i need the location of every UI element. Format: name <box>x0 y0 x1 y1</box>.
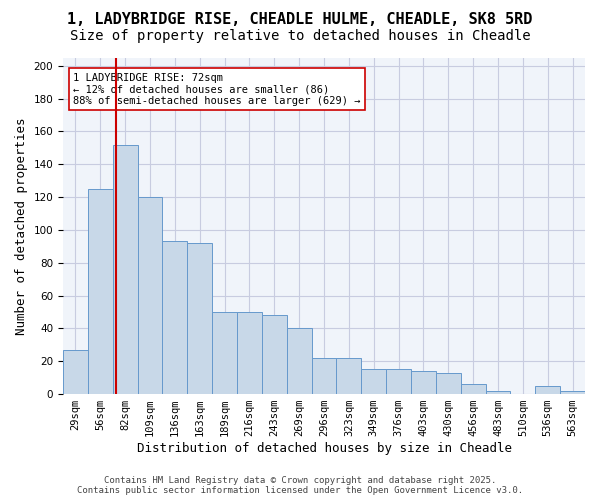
Bar <box>88 189 113 394</box>
Bar <box>436 372 461 394</box>
Bar <box>287 328 311 394</box>
Bar <box>113 144 137 394</box>
Bar <box>386 370 411 394</box>
Bar <box>411 371 436 394</box>
Bar <box>311 358 337 394</box>
Text: Contains HM Land Registry data © Crown copyright and database right 2025.
Contai: Contains HM Land Registry data © Crown c… <box>77 476 523 495</box>
Bar <box>560 391 585 394</box>
Bar <box>187 243 212 394</box>
Y-axis label: Number of detached properties: Number of detached properties <box>15 117 28 334</box>
Bar <box>535 386 560 394</box>
Bar <box>63 350 88 394</box>
Bar <box>337 358 361 394</box>
Bar <box>137 197 163 394</box>
Bar <box>262 316 287 394</box>
Text: 1, LADYBRIDGE RISE, CHEADLE HULME, CHEADLE, SK8 5RD: 1, LADYBRIDGE RISE, CHEADLE HULME, CHEAD… <box>67 12 533 28</box>
Bar <box>212 312 237 394</box>
Bar <box>163 242 187 394</box>
Bar <box>485 391 511 394</box>
X-axis label: Distribution of detached houses by size in Cheadle: Distribution of detached houses by size … <box>137 442 512 455</box>
Bar <box>361 370 386 394</box>
Text: 1 LADYBRIDGE RISE: 72sqm
← 12% of detached houses are smaller (86)
88% of semi-d: 1 LADYBRIDGE RISE: 72sqm ← 12% of detach… <box>73 72 361 106</box>
Bar <box>237 312 262 394</box>
Bar <box>461 384 485 394</box>
Text: Size of property relative to detached houses in Cheadle: Size of property relative to detached ho… <box>70 29 530 43</box>
